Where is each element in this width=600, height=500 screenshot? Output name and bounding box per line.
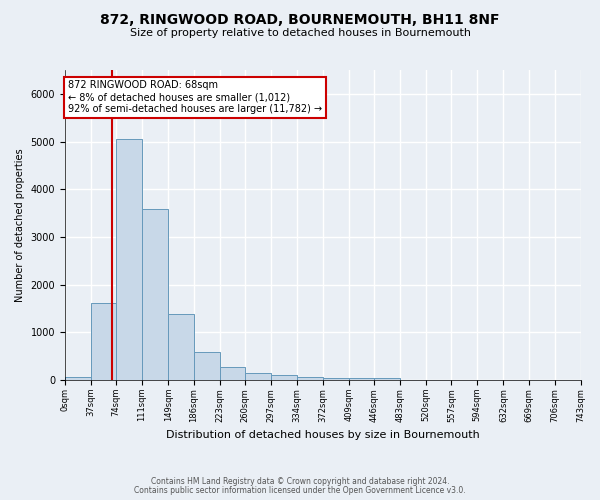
Bar: [245, 374, 271, 380]
Text: Size of property relative to detached houses in Bournemouth: Size of property relative to detached ho…: [130, 28, 470, 38]
Bar: [323, 378, 349, 380]
X-axis label: Distribution of detached houses by size in Bournemouth: Distribution of detached houses by size …: [166, 430, 479, 440]
Text: Contains public sector information licensed under the Open Government Licence v3: Contains public sector information licen…: [134, 486, 466, 495]
Bar: [116, 139, 142, 380]
Bar: [168, 314, 194, 380]
Text: 872, RINGWOOD ROAD, BOURNEMOUTH, BH11 8NF: 872, RINGWOOD ROAD, BOURNEMOUTH, BH11 8N…: [100, 12, 500, 26]
Bar: [194, 352, 220, 380]
Bar: [349, 378, 374, 380]
Bar: [142, 210, 168, 380]
Text: 872 RINGWOOD ROAD: 68sqm
← 8% of detached houses are smaller (1,012)
92% of semi: 872 RINGWOOD ROAD: 68sqm ← 8% of detache…: [68, 80, 322, 114]
Bar: [91, 303, 116, 380]
Bar: [220, 367, 245, 380]
Y-axis label: Number of detached properties: Number of detached properties: [15, 148, 25, 302]
Bar: [65, 378, 91, 380]
Bar: [296, 378, 323, 380]
Text: Contains HM Land Registry data © Crown copyright and database right 2024.: Contains HM Land Registry data © Crown c…: [151, 477, 449, 486]
Bar: [271, 375, 296, 380]
Bar: [374, 378, 400, 380]
